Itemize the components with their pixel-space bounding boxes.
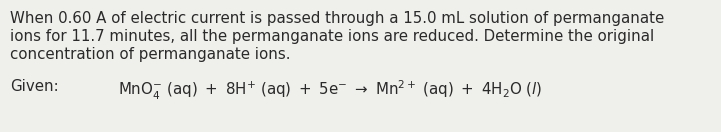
Text: When 0.60 A of electric current is passed through a 15.0 mL solution of permanga: When 0.60 A of electric current is passe… bbox=[10, 11, 664, 26]
Text: ions for 11.7 minutes, all the permanganate ions are reduced. Determine the orig: ions for 11.7 minutes, all the permangan… bbox=[10, 29, 654, 44]
Text: concentration of permanganate ions.: concentration of permanganate ions. bbox=[10, 47, 291, 62]
Text: $\mathsf{MnO_4^{-}\ (aq)\ +\ 8H^{+}\ (aq)\ +\ 5e^{-}\ \rightarrow\ Mn^{2+}\ (aq): $\mathsf{MnO_4^{-}\ (aq)\ +\ 8H^{+}\ (aq… bbox=[118, 79, 542, 102]
Text: Given:: Given: bbox=[10, 79, 58, 94]
